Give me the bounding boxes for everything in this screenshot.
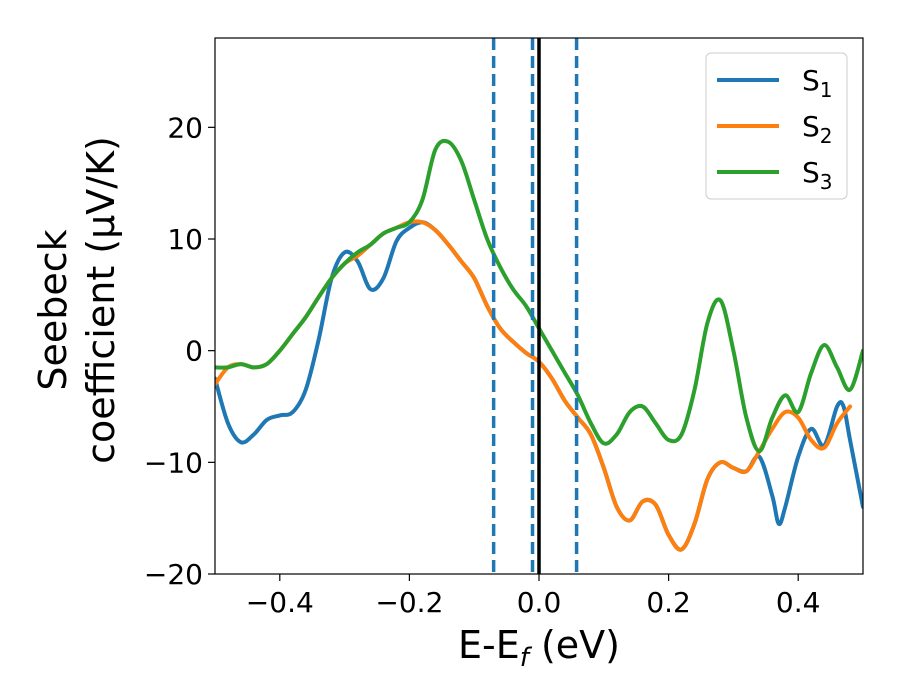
- x-tick-label: −0.4: [246, 586, 314, 619]
- legend-label-s3: S3: [802, 156, 833, 194]
- reference-lines-layer: [491, 38, 579, 574]
- legend-label-s1: S1: [802, 64, 833, 102]
- y-axis-title-line2: coefficient (μV/K): [79, 136, 123, 464]
- y-axis: −20 −10 0 10 20: [144, 111, 215, 591]
- y-tick-label: 20: [167, 111, 203, 144]
- legend: S1 S2 S3: [705, 52, 848, 200]
- y-tick-label: 10: [167, 223, 203, 256]
- x-tick-label: 0.0: [517, 586, 562, 619]
- y-tick-label: 0: [185, 335, 203, 368]
- x-axis-title: E-Ef (eV): [458, 623, 620, 673]
- legend-label-s2: S2: [802, 110, 833, 148]
- x-tick-label: 0.4: [776, 586, 821, 619]
- x-tick-label: 0.2: [646, 586, 691, 619]
- y-tick-label: −20: [144, 558, 203, 591]
- y-tick-label: −10: [144, 446, 203, 479]
- y-axis-title-line1: Seebeck: [31, 229, 75, 390]
- x-tick-label: −0.2: [375, 586, 443, 619]
- x-axis: −0.4 −0.2 0.0 0.2 0.4: [246, 574, 821, 619]
